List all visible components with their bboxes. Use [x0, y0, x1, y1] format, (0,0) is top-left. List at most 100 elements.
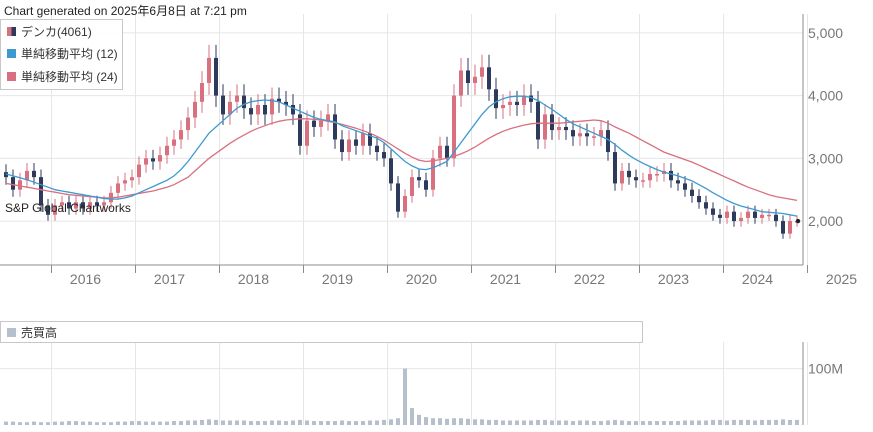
candle-body [543, 114, 547, 140]
candle-body [634, 177, 638, 181]
candle-body [123, 180, 127, 184]
x-tick-label: 2021 [490, 271, 521, 287]
volume-bar [389, 419, 393, 425]
candle-body [452, 95, 456, 159]
volume-bar [60, 421, 64, 425]
candle-body [424, 180, 428, 190]
x-tick-label: 2023 [658, 271, 689, 287]
volume-bar [606, 420, 610, 425]
volume-bar [130, 421, 134, 425]
candle-body [620, 170, 624, 184]
candle-body [277, 98, 281, 102]
volume-bar [326, 421, 330, 425]
volume-chart: 100M [0, 342, 843, 425]
candle-body [151, 158, 155, 162]
candle-body [46, 205, 50, 215]
candle-body [522, 95, 526, 105]
volume-bar [431, 418, 435, 425]
volume-bar [151, 421, 155, 425]
volume-bar [662, 421, 666, 425]
volume-bar [515, 420, 519, 425]
candle-body [172, 139, 176, 146]
candle-body [473, 76, 477, 84]
legend-swatch-sma12 [7, 48, 16, 58]
volume-bar [193, 420, 197, 425]
candle-body [214, 57, 218, 96]
volume-bar [67, 421, 71, 425]
legend-swatch-sma24 [7, 71, 16, 81]
legend-label-sma12: 単純移動平均 (12) [21, 46, 118, 61]
volume-bar [452, 418, 456, 425]
volume-bar [81, 421, 85, 425]
volume-bar [788, 419, 792, 425]
candle-body [200, 83, 204, 102]
volume-bar [417, 414, 421, 425]
volume-bar [242, 420, 246, 425]
volume-bar [46, 422, 50, 425]
candle-body [725, 211, 729, 218]
volume-bar [186, 420, 190, 425]
volume-bar [641, 421, 645, 425]
volume-bar [270, 420, 274, 425]
volume-bar [564, 420, 568, 425]
volume-legend: 売買高 [0, 321, 643, 343]
legend-item-volume: 売買高 [7, 324, 57, 340]
candle-body [641, 180, 645, 182]
candle-body [781, 221, 785, 234]
x-tick-label: 2018 [238, 271, 269, 287]
volume-bar [277, 420, 281, 425]
candle-body [592, 136, 596, 138]
candle-body [284, 101, 288, 105]
candle-body [39, 177, 43, 206]
volume-bar [207, 419, 211, 425]
volume-bar [382, 419, 386, 425]
volume-bar [333, 421, 337, 425]
volume-bar [368, 420, 372, 425]
candle-body [739, 217, 743, 222]
volume-bar [319, 421, 323, 425]
candle-body [67, 202, 71, 209]
volume-bar [508, 420, 512, 425]
volume-bar [543, 419, 547, 425]
volume-bar [256, 421, 260, 425]
candle-body [95, 202, 99, 206]
volume-bar [354, 421, 358, 425]
candle-body [340, 139, 344, 153]
volume-bar [704, 420, 708, 425]
candle-body [158, 155, 162, 162]
last-price-dot [795, 218, 801, 224]
volume-bar [592, 421, 596, 425]
legend-label-sma24: 単純移動平均 (24) [21, 69, 118, 84]
volume-bar [263, 421, 267, 425]
candle-body [354, 139, 358, 146]
candle-body [368, 133, 372, 146]
volume-bar [634, 421, 638, 425]
volume-bar [95, 422, 99, 425]
candle-body [53, 205, 57, 215]
volume-bar [158, 421, 162, 425]
candle-body [130, 177, 134, 181]
volume-bar [144, 421, 148, 425]
legend-label-volume: 売買高 [21, 325, 58, 340]
volume-bar [781, 419, 785, 425]
candle-body [627, 170, 631, 178]
candle-body [487, 67, 491, 90]
candle-body [382, 152, 386, 159]
candle-body [375, 145, 379, 153]
volume-bar [102, 422, 106, 425]
volume-bar [25, 422, 29, 425]
candle-body [207, 57, 211, 84]
volume-bar [32, 421, 36, 425]
candle-body [711, 208, 715, 215]
candle-body [536, 101, 540, 140]
volume-tick-label: 100M [808, 361, 843, 377]
y-tick-label: 2,000 [808, 213, 843, 229]
volume-bar [116, 421, 120, 425]
volume-bar [718, 419, 722, 425]
volume-bar [620, 420, 624, 425]
candle-body [669, 170, 673, 181]
candle-body [417, 177, 421, 181]
volume-bar [396, 418, 400, 425]
candle-body [515, 101, 519, 105]
